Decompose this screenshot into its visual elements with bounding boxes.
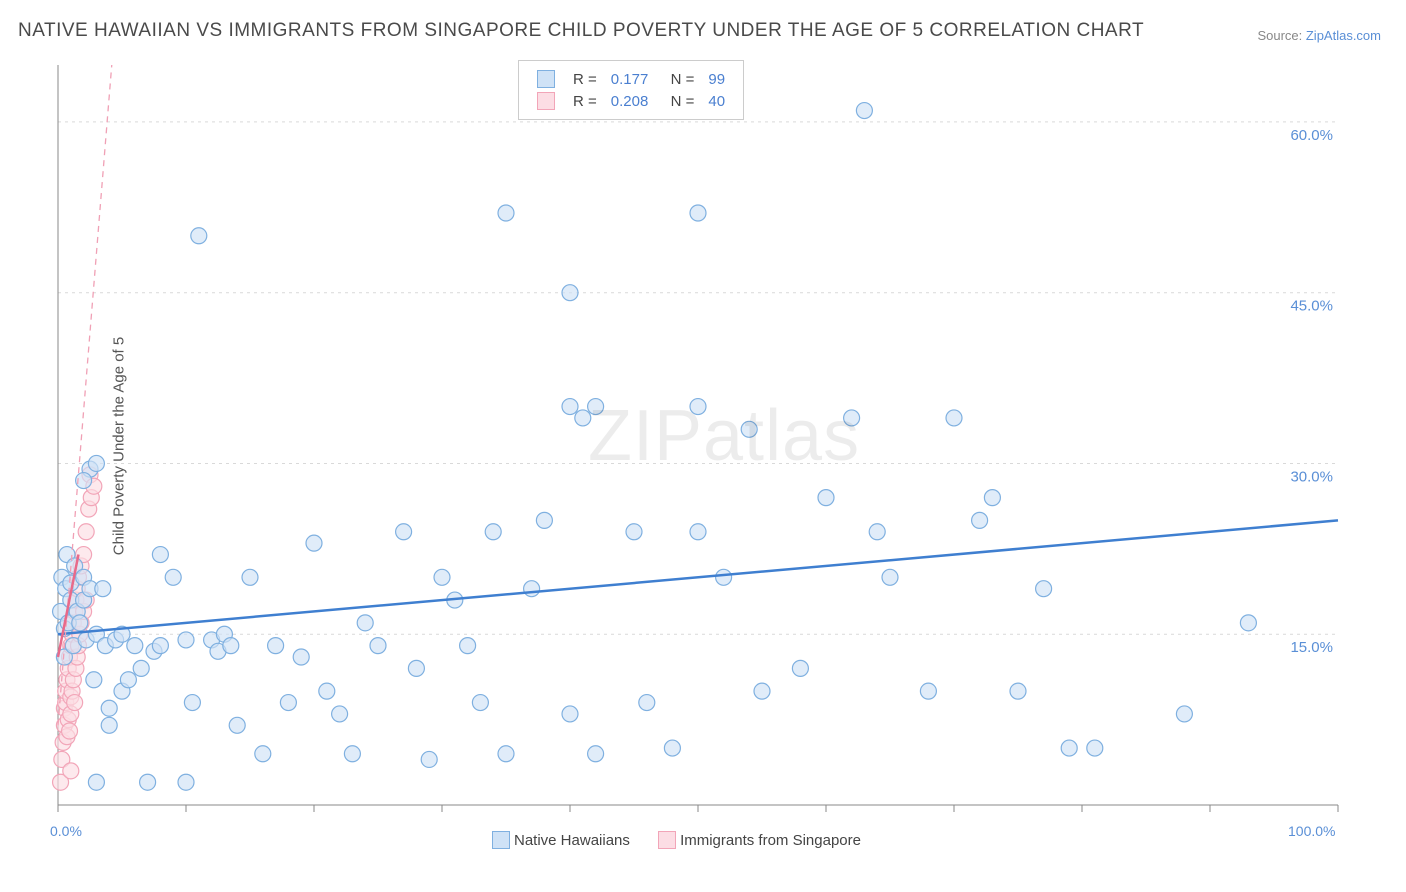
legend-bottom: Native Hawaiians Immigrants from Singapo… (480, 831, 873, 853)
chart-title: NATIVE HAWAIIAN VS IMMIGRANTS FROM SINGA… (18, 20, 1144, 42)
r-value-hawaiians: 0.177 (605, 69, 655, 89)
source-link[interactable]: ZipAtlas.com (1306, 28, 1381, 43)
source-attribution: Source: ZipAtlas.com (1257, 28, 1381, 43)
chart-container: NATIVE HAWAIIAN VS IMMIGRANTS FROM SINGA… (0, 0, 1406, 892)
r-value-singapore: 0.208 (605, 91, 655, 111)
legend-table: R = 0.177 N = 99 R = 0.208 N = 40 (529, 67, 733, 113)
r-label: R = (567, 69, 603, 89)
source-prefix: Source: (1257, 28, 1305, 43)
legend-label-hawaiians: Native Hawaiians (514, 832, 630, 849)
n-value-hawaiians: 99 (702, 69, 731, 89)
legend-correlation-box: R = 0.177 N = 99 R = 0.208 N = 40 (518, 60, 744, 120)
scatter-plot-svg: 15.0% 30.0% 45.0% 60.0% (48, 55, 1348, 825)
legend-row-singapore: R = 0.208 N = 40 (531, 91, 731, 111)
legend-swatch-singapore (537, 92, 555, 110)
r-label: R = (567, 91, 603, 111)
svg-text:30.0%: 30.0% (1290, 468, 1333, 485)
x-axis-max-label: 100.0% (1288, 823, 1335, 839)
svg-text:60.0%: 60.0% (1290, 127, 1333, 144)
legend-item-singapore: Immigrants from Singapore (658, 831, 861, 849)
legend-swatch-hawaiians-bottom (492, 831, 510, 849)
chart-area: 15.0%30.0%45.0%60.0% ZIPatlas R = 0.177 … (48, 55, 1348, 825)
n-value-singapore: 40 (702, 91, 731, 111)
n-label: N = (656, 69, 700, 89)
n-label: N = (656, 91, 700, 111)
x-axis-min-label: 0.0% (50, 823, 82, 839)
legend-label-singapore: Immigrants from Singapore (680, 832, 861, 849)
legend-swatch-singapore-bottom (658, 831, 676, 849)
svg-text:15.0%: 15.0% (1290, 639, 1333, 656)
legend-swatch-hawaiians (537, 70, 555, 88)
legend-row-hawaiians: R = 0.177 N = 99 (531, 69, 731, 89)
svg-text:45.0%: 45.0% (1290, 298, 1333, 315)
legend-item-hawaiians: Native Hawaiians (492, 831, 630, 849)
